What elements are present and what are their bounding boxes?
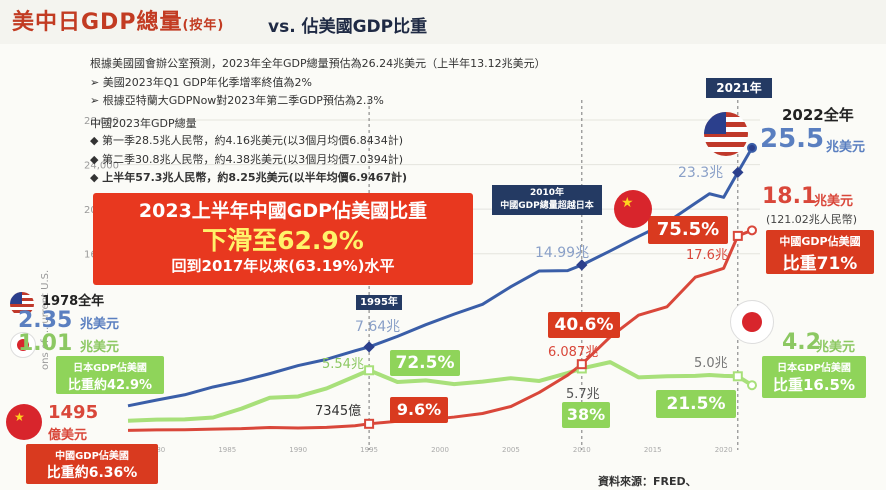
jp-2010-value: 5.7兆 xyxy=(566,387,600,402)
us-2010-value: 14.99兆 xyxy=(535,245,590,261)
us-2022-value: 25.5 xyxy=(760,124,825,154)
us-2021-value: 23.3兆 xyxy=(678,165,724,181)
x-tick-label: 2005 xyxy=(502,446,520,454)
y-tick-label: 28,000 xyxy=(84,116,119,127)
title-text: 美中日GDP總量 xyxy=(12,10,183,35)
cn-2022-value: 18.1 xyxy=(762,184,817,209)
note-us-q2: ➢ 根據亞特蘭大GDPNow對2023年第二季GDP預估為2.3% xyxy=(90,94,384,107)
data-point-cn xyxy=(732,230,743,241)
cn-2010-pct: 40.6% xyxy=(548,312,620,338)
year-2010-note: 中國GDP總量超越日本 xyxy=(500,201,594,211)
x-tick-label: 1995 xyxy=(360,446,378,454)
x-tick-label: 2010 xyxy=(573,446,591,454)
us-2022-unit: 兆美元 xyxy=(826,140,866,155)
label-1978: 1978全年 xyxy=(42,294,105,309)
page-subtitle: vs. 佔美國GDP比重 xyxy=(268,17,428,37)
us-1978-unit: 兆美元 xyxy=(80,317,120,332)
cn-ratio-2022-box: 中國GDP佔美國 比重71% xyxy=(766,230,874,274)
year-2010-tag: 2010年 中國GDP總量超越日本 xyxy=(492,185,602,215)
source-note: 資料來源：FRED、 xyxy=(598,475,697,488)
jp-ratio-2022-box: 日本GDP佔美國 比重16.5% xyxy=(762,356,866,398)
note-us-cbo: 根據美國國會辦公室預測，2023年全年GDP總量預估為26.24兆美元（上半年1… xyxy=(90,57,546,70)
jp-2021-pct: 21.5% xyxy=(656,390,736,418)
jp-ratio-2022-title: 日本GDP佔美國 xyxy=(777,363,851,374)
china-flag-icon: ★ xyxy=(6,404,42,440)
data-point-us xyxy=(732,166,744,179)
china-flag-icon: ★ xyxy=(614,190,652,228)
jp-1995-pct: 72.5% xyxy=(390,350,460,376)
x-tick-label: 2020 xyxy=(715,446,733,454)
data-point-cn xyxy=(747,225,757,236)
cn-2021-pct: 75.5% xyxy=(648,216,728,244)
cn-ratio-1978-box: 中國GDP佔美國 比重約6.36% xyxy=(26,444,158,484)
jp-2021-value: 5.0兆 xyxy=(694,356,728,371)
cn-ratio-1978-title: 中國GDP佔美國 xyxy=(55,451,129,462)
data-point-cn xyxy=(576,359,587,370)
data-point-us xyxy=(576,259,588,271)
x-tick-label: 1985 xyxy=(218,446,236,454)
cn-ratio-2022-title: 中國GDP佔美國 xyxy=(779,235,861,248)
callout-line1: 2023上半年中國GDP佔美國比重 xyxy=(138,200,428,222)
cn-1978-unit: 億美元 xyxy=(48,428,88,443)
title-paren: (按年) xyxy=(182,18,225,33)
cn-2022-rmb: (121.02兆人民幣) xyxy=(766,213,858,226)
japan-flag-icon xyxy=(730,300,774,344)
jp-1978-value: 1.01 xyxy=(18,331,73,356)
y-axis-label: ons of ... urrent U.S. xyxy=(40,270,51,370)
us-1995-value: 7.64兆 xyxy=(355,319,401,335)
jp-ratio-1978-value: 比重約42.9% xyxy=(67,378,153,393)
cn-ratio-1978-value: 比重約6.36% xyxy=(46,465,138,481)
x-tick-label: 2000 xyxy=(431,446,449,454)
series-line-cn xyxy=(127,228,753,432)
data-point-jp xyxy=(364,365,375,376)
callout-line3: 回到2017年以來(63.19%)水平 xyxy=(171,257,395,275)
x-tick-label: 2015 xyxy=(644,446,662,454)
callout-box: 2023上半年中國GDP佔美國比重 下滑至62.9% 回到2017年以來(63.… xyxy=(93,193,473,285)
year-2021-tag: 2021年 xyxy=(706,78,772,98)
cn-2022-unit: 兆美元 xyxy=(814,194,854,209)
data-point-jp xyxy=(732,371,743,382)
cn-ratio-2022-value: 比重71% xyxy=(782,254,858,274)
cn-1978-value: 1495 xyxy=(48,402,99,423)
page-title: 美中日GDP總量(按年) xyxy=(12,4,224,36)
title-bar xyxy=(0,0,886,44)
us-flag-icon xyxy=(10,292,34,316)
jp-1995-value: 5.54兆 xyxy=(322,357,364,372)
y-tick-label: 24,000 xyxy=(84,161,119,172)
cn-2010-value: 6.087兆 xyxy=(548,345,599,360)
jp-ratio-2022-value: 比重16.5% xyxy=(772,376,856,394)
jp-ratio-1978-title: 日本GDP佔美國 xyxy=(73,363,147,374)
data-point-jp xyxy=(747,380,757,391)
jp-2010-pct: 38% xyxy=(562,402,610,428)
x-tick-label: 1990 xyxy=(289,446,307,454)
us-1978-value: 2.35 xyxy=(18,308,73,333)
note-us-q1: ➢ 美國2023年Q1 GDP年化季增率終值為2% xyxy=(90,76,312,89)
japan-flag-icon xyxy=(10,332,36,358)
data-point-us xyxy=(363,341,375,353)
data-point-cn xyxy=(364,418,375,429)
year-1995-tag: 1995年 xyxy=(356,295,402,310)
jp-2022-unit: 兆美元 xyxy=(816,340,856,355)
cn-1995-value: 7345億 xyxy=(315,404,362,419)
note-cn-h1: ◆ 上半年57.3兆人民幣，約8.25兆美元(以半年均價6.9467計) xyxy=(90,171,408,184)
data-point-us xyxy=(747,142,757,153)
us-flag-icon xyxy=(704,112,748,156)
note-cn-q1: ◆ 第一季28.5兆人民幣，約4.16兆美元(以3個月均價6.8434計) xyxy=(90,134,404,147)
label-2022: 2022全年 xyxy=(782,106,854,124)
jp-2022-value: 4.2 xyxy=(782,330,821,355)
note-cn-q2: ◆ 第二季30.8兆人民幣，約4.38兆美元(以3個月均價7.0394計) xyxy=(90,153,404,166)
note-cn-head: 中國2023年GDP總量 xyxy=(90,117,197,130)
series-line-us xyxy=(127,147,754,408)
cn-2021-value: 17.6兆 xyxy=(686,248,728,263)
year-2010-label: 2010年 xyxy=(529,188,565,198)
callout-line2: 下滑至62.9% xyxy=(202,226,364,255)
series-line-jp xyxy=(127,360,754,423)
jp-ratio-1978-box: 日本GDP佔美國 比重約42.9% xyxy=(56,356,164,394)
jp-1978-unit: 兆美元 xyxy=(80,340,120,355)
cn-1995-pct: 9.6% xyxy=(390,397,448,423)
